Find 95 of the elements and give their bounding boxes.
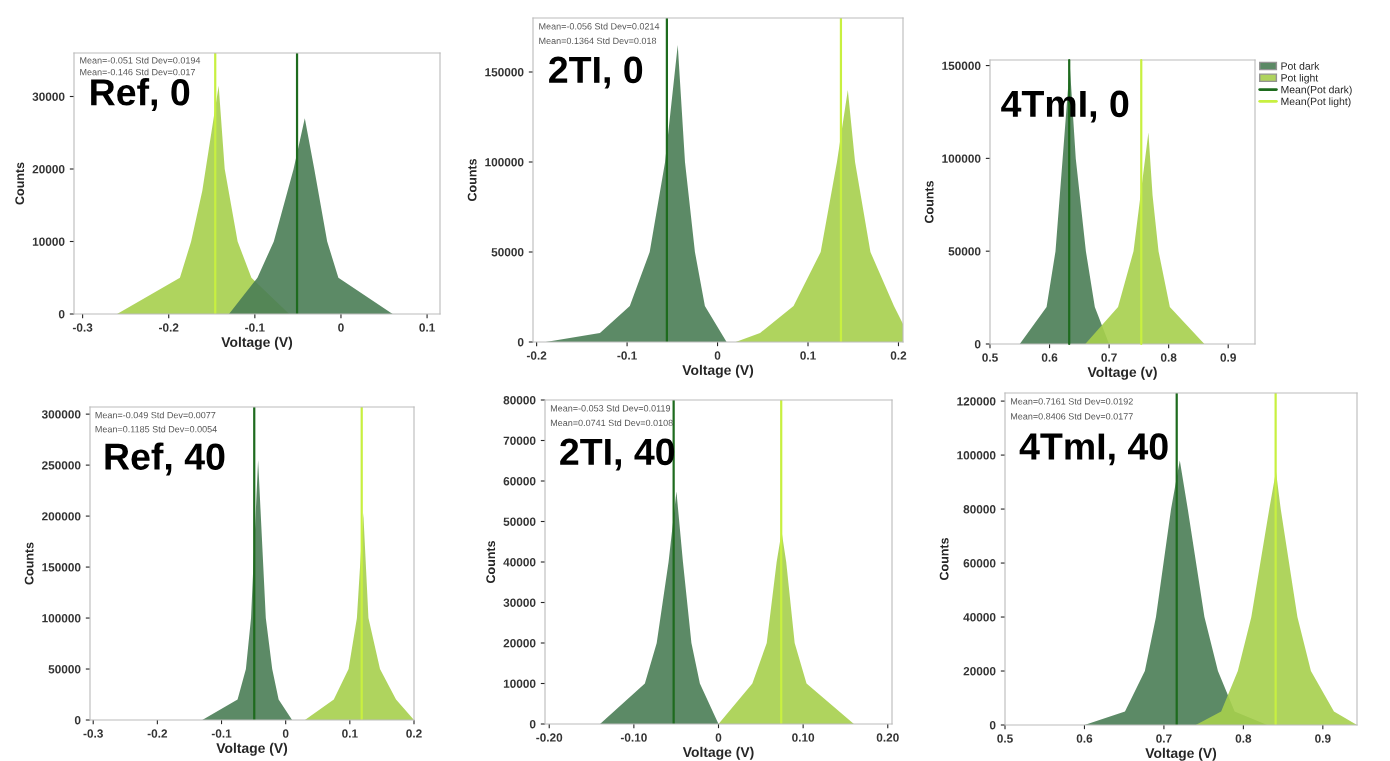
- y-tick-label: 50000: [48, 665, 81, 674]
- x-axis-title: Voltage (V): [1145, 747, 1217, 761]
- x-tick-label: 0.10: [792, 733, 815, 742]
- y-tick-label: 0: [74, 716, 81, 725]
- text: 2TI, 0: [549, 56, 643, 89]
- y-tick-label: 120000: [957, 397, 996, 406]
- x-tick-label: 0.2: [406, 729, 422, 738]
- y-tick-label: 50000: [948, 247, 981, 256]
- x-tick-label: 0.1: [800, 351, 816, 360]
- y-tick-label: 30000: [32, 92, 65, 101]
- y-axis-title: Counts: [924, 180, 934, 224]
- y-tick-label: 40000: [963, 613, 996, 622]
- y-tick-label: 50000: [491, 248, 524, 257]
- x-axis-title: Voltage (V): [216, 742, 288, 756]
- y-tick-label: 80000: [503, 396, 536, 405]
- y-axis-title: Counts: [24, 542, 34, 585]
- y-tick-label: 150000: [42, 563, 81, 572]
- x-tick-label: 0.1: [419, 323, 435, 332]
- annotation: Mean=-0.049 Std Dev=0.0077: [95, 411, 216, 419]
- y-tick-label: 70000: [503, 436, 536, 445]
- y-tick-label: 60000: [963, 559, 996, 568]
- y-tick-label: 100000: [485, 158, 524, 167]
- x-tick-label: 0.9: [1315, 734, 1331, 743]
- annotation: Mean=0.1185 Std Dev=0.0054: [95, 425, 217, 433]
- text: Ref, 0: [91, 78, 190, 112]
- x-tick-label: 0.6: [1076, 734, 1093, 743]
- legend-label: Mean(Pot dark): [1281, 85, 1352, 96]
- x-tick-label: 0: [338, 323, 344, 332]
- x-tick-label: 0.6: [1041, 353, 1058, 362]
- x-tick-label: -0.20: [536, 733, 563, 742]
- y-tick-label: 0: [58, 310, 65, 319]
- x-tick-label: 0.9: [1220, 353, 1236, 362]
- x-tick-label: 0.5: [997, 734, 1013, 743]
- annotation: Mean=-0.053 Std Dev=0.0119: [550, 404, 671, 412]
- x-axis-title: Voltage (V): [682, 746, 754, 760]
- y-tick-label: 20000: [503, 639, 536, 648]
- y-tick-label: 10000: [503, 679, 536, 688]
- y-tick-label: 10000: [32, 237, 65, 246]
- x-tick-label: 0: [714, 351, 721, 360]
- y-tick-label: 50000: [503, 517, 536, 526]
- x-tick-label: 0.1: [342, 729, 358, 738]
- x-axis-title: Voltage (V): [221, 336, 293, 350]
- y-tick-label: 20000: [32, 165, 65, 174]
- y-tick-label: 0: [529, 720, 536, 729]
- y-tick-label: 40000: [503, 558, 536, 567]
- x-tick-label: 0.5: [982, 353, 998, 362]
- y-tick-label: 20000: [963, 667, 996, 676]
- y-tick-label: 100000: [942, 154, 981, 163]
- y-tick-label: 30000: [503, 598, 536, 607]
- annotation: Mean=-0.056 Std Dev=0.0214: [539, 22, 660, 30]
- x-axis-title: Voltage (v): [1087, 366, 1157, 380]
- x-tick-label: -0.2: [159, 323, 179, 332]
- y-tick-label: 300000: [41, 410, 81, 419]
- x-tick-label: 0.8: [1235, 734, 1252, 743]
- y-tick-label: 250000: [41, 461, 81, 470]
- x-tick-label: -0.1: [211, 729, 232, 738]
- x-tick-label: -0.3: [72, 323, 93, 332]
- annotation: Mean=-0.051 Std Dev=0.0194: [80, 56, 201, 64]
- x-tick-label: 0.7: [1156, 734, 1172, 743]
- y-tick-label: 60000: [503, 477, 536, 486]
- x-tick-label: 0: [282, 729, 289, 738]
- y-tick-label: 100000: [957, 451, 996, 460]
- annotation: Mean=0.7161 Std Dev=0.0192: [1011, 397, 1133, 405]
- x-tick-label: -0.2: [147, 729, 168, 738]
- annotation: Mean=0.8406 Std Dev=0.0177: [1011, 412, 1133, 420]
- y-tick-label: 0: [989, 721, 996, 730]
- x-tick-label: -0.1: [245, 323, 265, 332]
- y-tick-label: 100000: [42, 614, 81, 623]
- y-axis-title: Counts: [467, 158, 477, 202]
- y-tick-label: 200000: [41, 512, 81, 521]
- y-axis-title: Counts: [15, 162, 25, 205]
- x-tick-label: 0.7: [1101, 353, 1117, 362]
- text: Ref, 40: [105, 442, 225, 476]
- annotation: Mean=-0.146 Std Dev=0.017: [80, 68, 195, 76]
- legend-label: Pot dark: [1281, 62, 1320, 70]
- y-axis-title: Counts: [486, 540, 496, 584]
- legend-label: Mean(Pot light): [1281, 97, 1351, 108]
- annotation: Mean=0.1364 Std Dev=0.018: [539, 37, 657, 45]
- x-tick-label: -0.1: [617, 351, 637, 360]
- y-tick-label: 150000: [485, 68, 524, 77]
- y-tick-label: 150000: [942, 61, 981, 70]
- x-tick-label: -0.3: [83, 729, 103, 738]
- y-tick-label: 0: [974, 340, 981, 349]
- x-tick-label: 0.20: [876, 733, 899, 742]
- x-axis-title: Voltage (V): [682, 364, 754, 378]
- y-tick-label: 0: [517, 338, 524, 347]
- y-tick-label: 80000: [963, 505, 996, 514]
- x-tick-label: -0.2: [526, 351, 547, 360]
- x-tick-label: -0.10: [620, 733, 647, 742]
- legend-label: Pot light: [1281, 73, 1319, 84]
- x-tick-label: 0.8: [1160, 353, 1177, 362]
- text: 4TmI, 40: [1019, 433, 1168, 466]
- x-tick-label: 0.2: [890, 351, 907, 360]
- y-axis-title: Counts: [939, 537, 949, 581]
- x-tick-label: 0: [715, 733, 722, 742]
